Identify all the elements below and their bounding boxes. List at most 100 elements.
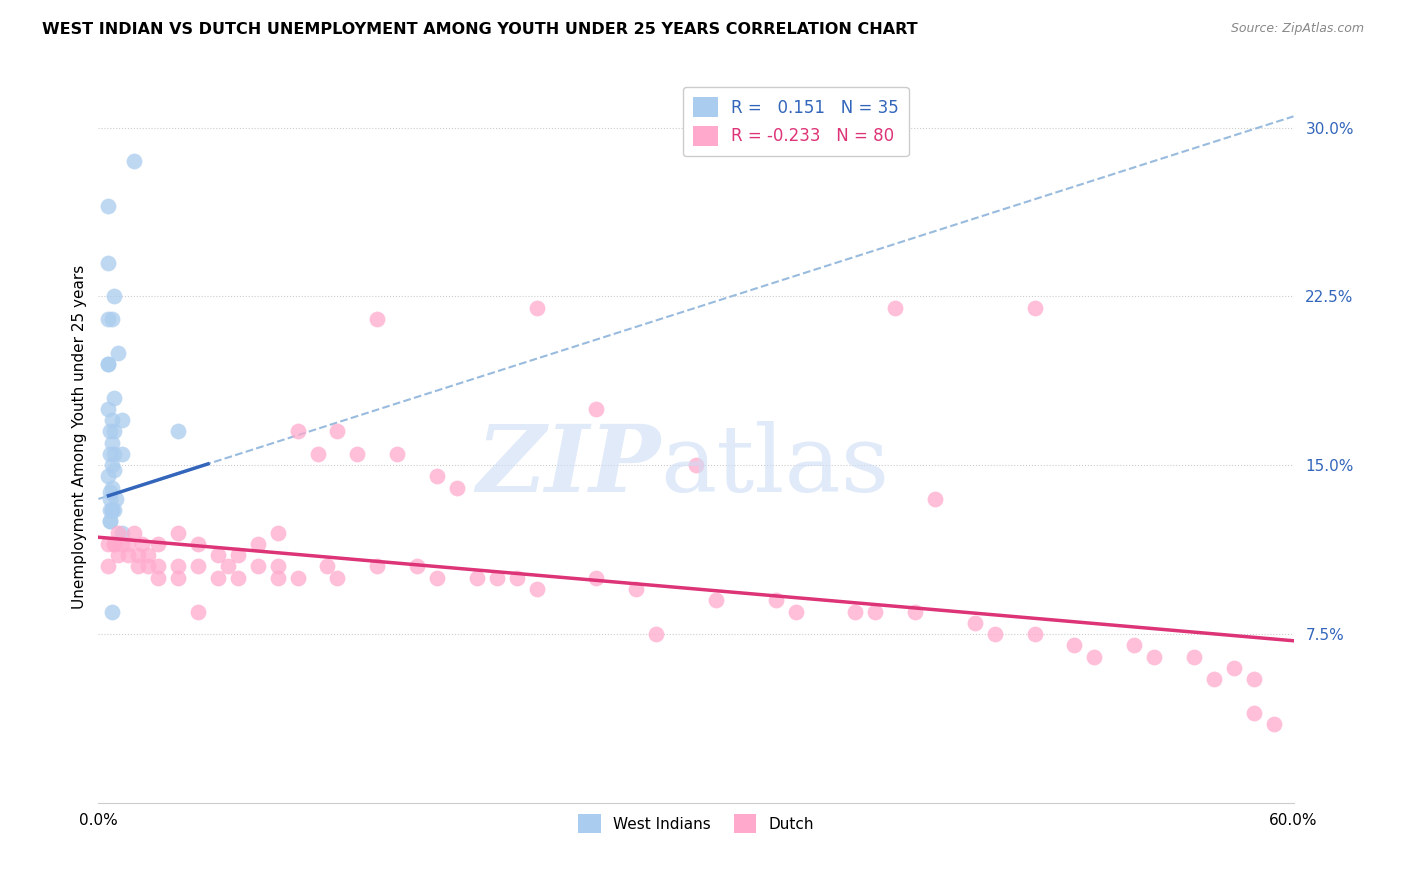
Point xyxy=(1243,706,1265,720)
Point xyxy=(1202,672,1225,686)
Point xyxy=(97,559,120,574)
Point xyxy=(207,548,229,562)
Point xyxy=(101,605,124,619)
Point xyxy=(704,593,727,607)
Point xyxy=(103,391,125,405)
Point xyxy=(884,301,907,315)
Point xyxy=(1083,649,1105,664)
Point xyxy=(124,525,146,540)
Point xyxy=(107,525,129,540)
Point xyxy=(287,425,309,439)
Point xyxy=(785,605,807,619)
Point xyxy=(984,627,1007,641)
Point xyxy=(167,559,190,574)
Point xyxy=(167,425,190,439)
Point xyxy=(1182,649,1205,664)
Point xyxy=(226,548,249,562)
Point xyxy=(97,469,120,483)
Point xyxy=(103,447,125,461)
Point xyxy=(1063,638,1085,652)
Point xyxy=(124,154,146,169)
Point xyxy=(326,425,349,439)
Point xyxy=(103,537,125,551)
Point xyxy=(217,559,239,574)
Point xyxy=(101,312,124,326)
Point xyxy=(645,627,668,641)
Point xyxy=(136,559,159,574)
Point xyxy=(101,458,124,473)
Point xyxy=(246,537,269,551)
Point xyxy=(585,571,607,585)
Point xyxy=(385,447,409,461)
Point xyxy=(98,515,122,529)
Point xyxy=(366,312,388,326)
Point xyxy=(267,571,290,585)
Point xyxy=(97,255,120,269)
Text: atlas: atlas xyxy=(661,421,890,511)
Point xyxy=(111,537,134,551)
Legend: West Indians, Dutch: West Indians, Dutch xyxy=(572,808,820,839)
Point xyxy=(187,537,209,551)
Point xyxy=(97,537,120,551)
Point xyxy=(526,582,548,596)
Point xyxy=(685,458,707,473)
Point xyxy=(765,593,787,607)
Point xyxy=(101,481,124,495)
Point xyxy=(101,503,124,517)
Point xyxy=(506,571,529,585)
Point xyxy=(117,548,139,562)
Point xyxy=(117,537,139,551)
Point xyxy=(101,413,124,427)
Point xyxy=(585,401,607,416)
Point xyxy=(326,571,349,585)
Point xyxy=(101,503,124,517)
Point xyxy=(267,525,290,540)
Point xyxy=(167,525,190,540)
Point xyxy=(107,345,129,359)
Point xyxy=(98,503,122,517)
Point xyxy=(97,312,120,326)
Point xyxy=(287,571,309,585)
Point xyxy=(207,571,229,585)
Point xyxy=(136,548,159,562)
Text: Source: ZipAtlas.com: Source: ZipAtlas.com xyxy=(1230,22,1364,36)
Point xyxy=(267,559,290,574)
Point xyxy=(127,559,149,574)
Point xyxy=(246,559,269,574)
Text: WEST INDIAN VS DUTCH UNEMPLOYMENT AMONG YOUTH UNDER 25 YEARS CORRELATION CHART: WEST INDIAN VS DUTCH UNEMPLOYMENT AMONG … xyxy=(42,22,918,37)
Point xyxy=(1024,627,1046,641)
Point xyxy=(103,289,125,303)
Point xyxy=(148,559,170,574)
Point xyxy=(865,605,887,619)
Point xyxy=(426,469,449,483)
Point xyxy=(366,559,388,574)
Point xyxy=(307,447,329,461)
Point xyxy=(103,425,125,439)
Point xyxy=(446,481,468,495)
Point xyxy=(426,571,449,585)
Point xyxy=(98,491,122,506)
Point xyxy=(148,537,170,551)
Point xyxy=(406,559,429,574)
Point xyxy=(167,571,190,585)
Point xyxy=(111,447,134,461)
Point xyxy=(316,559,339,574)
Point xyxy=(107,548,129,562)
Point xyxy=(98,447,122,461)
Point xyxy=(98,515,122,529)
Point xyxy=(131,537,153,551)
Point xyxy=(924,491,946,506)
Point xyxy=(103,537,125,551)
Point xyxy=(1243,672,1265,686)
Point xyxy=(103,463,125,477)
Point xyxy=(97,199,120,213)
Point xyxy=(526,301,548,315)
Point xyxy=(103,503,125,517)
Point xyxy=(101,435,124,450)
Point xyxy=(1143,649,1166,664)
Point xyxy=(127,548,149,562)
Point xyxy=(626,582,648,596)
Point xyxy=(1263,717,1285,731)
Point xyxy=(963,615,986,630)
Point xyxy=(111,525,134,540)
